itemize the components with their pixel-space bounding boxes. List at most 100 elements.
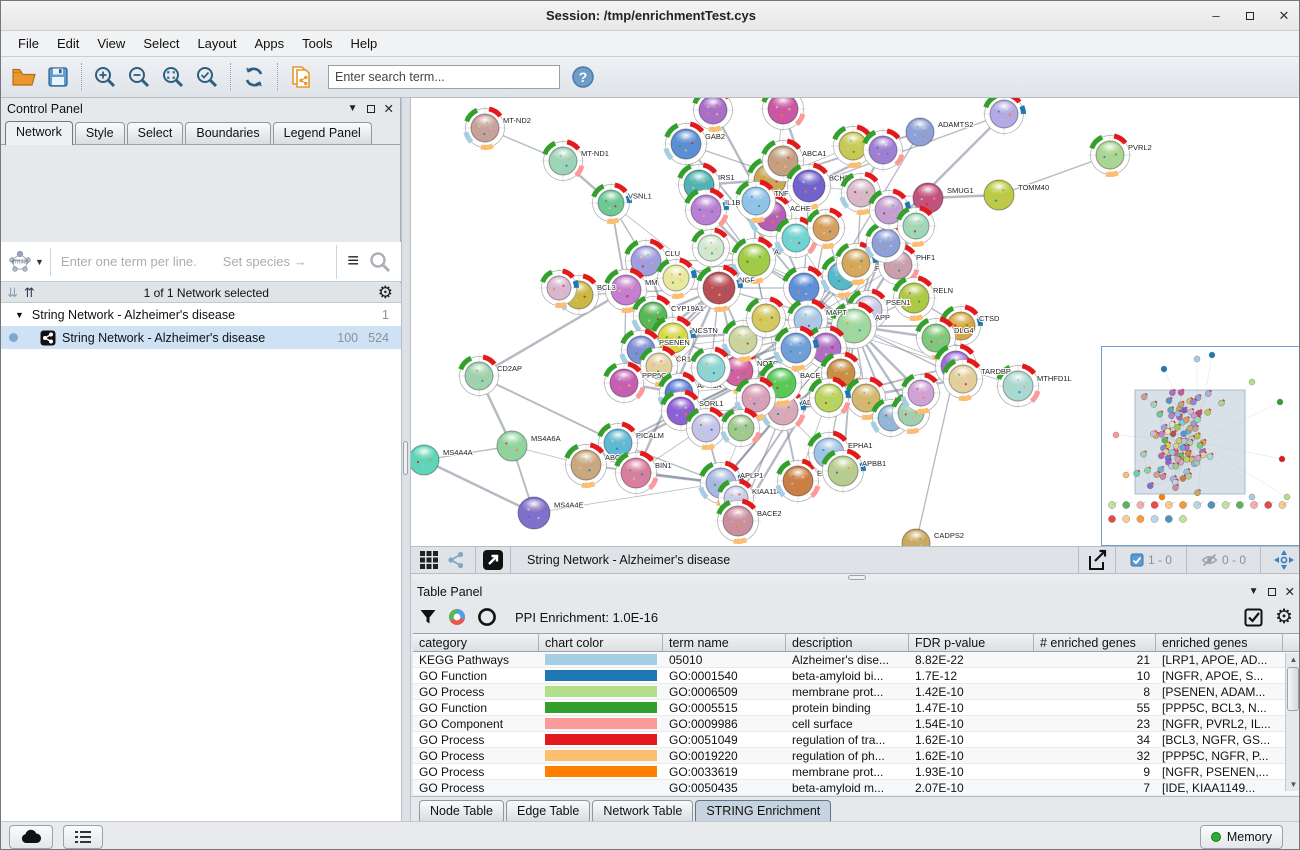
menu-tools[interactable]: Tools	[302, 36, 333, 51]
column-header--enriched-genes[interactable]: # enriched genes	[1034, 634, 1156, 651]
scrollbar-thumb[interactable]	[1287, 667, 1299, 711]
close-panel-icon[interactable]: ✕	[1284, 585, 1295, 599]
network-node-APBB1[interactable]: APBB1	[820, 448, 887, 494]
network-node-BIN1[interactable]: BIN1	[613, 450, 673, 496]
search-input[interactable]	[328, 65, 560, 89]
refresh-button[interactable]	[237, 61, 271, 93]
panel-menu-icon[interactable]: ▼	[1248, 586, 1259, 597]
network-node-NGF[interactable]: NGF	[695, 264, 756, 312]
splitter-grip[interactable]	[403, 441, 408, 475]
zoom-fit-button[interactable]	[156, 61, 190, 93]
column-header-chart-color[interactable]: chart color	[539, 634, 663, 651]
tab-select[interactable]: Select	[126, 122, 184, 144]
string-search-icon[interactable]	[369, 251, 391, 273]
navigator-icon[interactable]	[1273, 549, 1295, 571]
tab-edge-table[interactable]: Edge Table	[506, 800, 591, 821]
tab-node-table[interactable]: Node Table	[419, 800, 505, 821]
maximize-button[interactable]	[1233, 1, 1267, 31]
network-node-MME[interactable]: MME	[603, 267, 664, 314]
filter-icon[interactable]	[419, 608, 437, 626]
grid-view-icon[interactable]	[419, 550, 439, 570]
birds-eye-view[interactable]	[1101, 346, 1299, 546]
network-node[interactable]	[539, 268, 580, 308]
network-node-MT-ND2[interactable]: MT-ND2	[463, 106, 532, 150]
table-row[interactable]: GO Function GO:0001540 beta-amyloid bi... 1…	[413, 668, 1299, 684]
zoom-selected-button[interactable]	[190, 61, 224, 93]
table-row[interactable]: GO Process GO:0033619 membrane prot... 1.93…	[413, 764, 1299, 780]
network-node[interactable]	[807, 376, 851, 420]
menu-help[interactable]: Help	[350, 36, 378, 51]
collapse-arrow-icon[interactable]: ▼	[15, 309, 24, 320]
expand-all-icon[interactable]: ⇈	[23, 284, 35, 300]
table-row[interactable]: KEGG Pathways 05010 Alzheimer's dise... 8.8…	[413, 652, 1299, 668]
network-node[interactable]	[655, 257, 697, 299]
column-header-FDR-p-value[interactable]: FDR p-value	[909, 634, 1034, 651]
select-columns-icon[interactable]	[1244, 608, 1263, 627]
table-row[interactable]: GO Process GO:0051049 regulation of tra...…	[413, 732, 1299, 748]
table-row[interactable]: GO Process GO:0006509 membrane prot... 1.42…	[413, 684, 1299, 700]
network-node-ABCA7[interactable]: ABCA7	[563, 442, 631, 489]
network-node-ADAMTS2[interactable]: ADAMTS2	[905, 117, 974, 147]
network-node[interactable]	[982, 98, 1026, 136]
network-node-BCHE[interactable]: BCHE	[785, 162, 851, 210]
network-node[interactable]	[895, 205, 937, 247]
tab-network[interactable]: Network	[5, 121, 73, 145]
cloud-tasks-button[interactable]	[9, 824, 53, 849]
network-node[interactable]	[805, 207, 847, 249]
new-window-icon[interactable]	[482, 549, 504, 571]
menu-view[interactable]: View	[97, 36, 126, 51]
network-node-PVRL2[interactable]: PVRL2	[1088, 133, 1153, 177]
tab-style[interactable]: Style	[74, 122, 125, 144]
string-query-input[interactable]: Enter one term per line.	[60, 254, 197, 269]
network-node-CLU[interactable]: CLU	[623, 238, 681, 284]
column-header-category[interactable]: category	[413, 634, 539, 651]
network-node[interactable]	[744, 296, 788, 340]
float-panel-icon[interactable]	[1267, 587, 1276, 596]
string-logo-dropdown[interactable]: STRING ▼	[7, 249, 44, 275]
network-node-PICALM[interactable]: PICALM	[596, 421, 665, 465]
clone-network-button[interactable]	[284, 61, 318, 93]
network-panel-gear-icon[interactable]: ⚙	[377, 283, 393, 302]
zoom-out-button[interactable]	[122, 61, 156, 93]
network-node-PPP5C[interactable]: PPP5C	[602, 361, 668, 405]
tab-boundaries[interactable]: Boundaries	[185, 122, 271, 144]
collapse-all-icon[interactable]: ⇊	[7, 284, 18, 300]
network-node[interactable]	[690, 227, 732, 269]
chart-settings-icon[interactable]	[447, 607, 467, 627]
network-node[interactable]	[760, 98, 806, 132]
close-button[interactable]: ✕	[1278, 8, 1290, 23]
zoom-in-button[interactable]	[88, 61, 122, 93]
network-node-MS4A4E[interactable]: MS4A4E	[517, 496, 585, 530]
network-node-APP[interactable]: APP	[829, 301, 891, 351]
table-row[interactable]: GO Function GO:0005515 protein binding 1.47…	[413, 700, 1299, 716]
menu-file[interactable]: File	[18, 36, 39, 51]
menu-layout[interactable]: Layout	[197, 36, 237, 51]
network-node-MT-ND1[interactable]: MT-ND1	[541, 139, 610, 183]
string-options-icon[interactable]: ≡	[347, 250, 359, 272]
network-node[interactable]	[861, 128, 905, 172]
float-panel-icon[interactable]	[366, 104, 375, 113]
task-history-button[interactable]	[63, 824, 103, 849]
table-row[interactable]: GO Component GO:0009986 cell surface 1.54E-…	[413, 716, 1299, 732]
menu-edit[interactable]: Edit	[56, 36, 80, 51]
network-node[interactable]	[689, 346, 733, 390]
network-node[interactable]	[831, 124, 875, 168]
table-scrollbar[interactable]: ▲ ▼	[1285, 653, 1299, 791]
network-node-VSNL1[interactable]: VSNL1	[590, 182, 653, 224]
network-node-BDNF[interactable]: BDNF	[781, 265, 845, 311]
open-session-button[interactable]	[7, 61, 41, 93]
network-node-TNF[interactable]: TNF	[734, 179, 790, 223]
network-row-selected[interactable]: String Network - Alzheimer's disease 100…	[1, 326, 401, 349]
help-button[interactable]: ?	[566, 61, 600, 93]
scroll-down-icon[interactable]: ▼	[1289, 780, 1298, 789]
tab-network-table[interactable]: Network Table	[592, 800, 694, 821]
set-species-label[interactable]: Set species →	[222, 254, 307, 269]
network-node-MS4A4A[interactable]: MS4A4A	[411, 444, 474, 476]
horizontal-splitter-grip[interactable]	[848, 575, 866, 580]
network-node-MS4A6A[interactable]: MS4A6A	[496, 430, 562, 462]
network-node[interactable]	[774, 216, 818, 260]
network-node[interactable]	[834, 241, 878, 285]
network-node-GAB2[interactable]: GAB2	[663, 121, 726, 167]
enrichment-settings-gear-icon[interactable]: ⚙	[1275, 606, 1293, 628]
save-session-button[interactable]	[41, 61, 75, 93]
